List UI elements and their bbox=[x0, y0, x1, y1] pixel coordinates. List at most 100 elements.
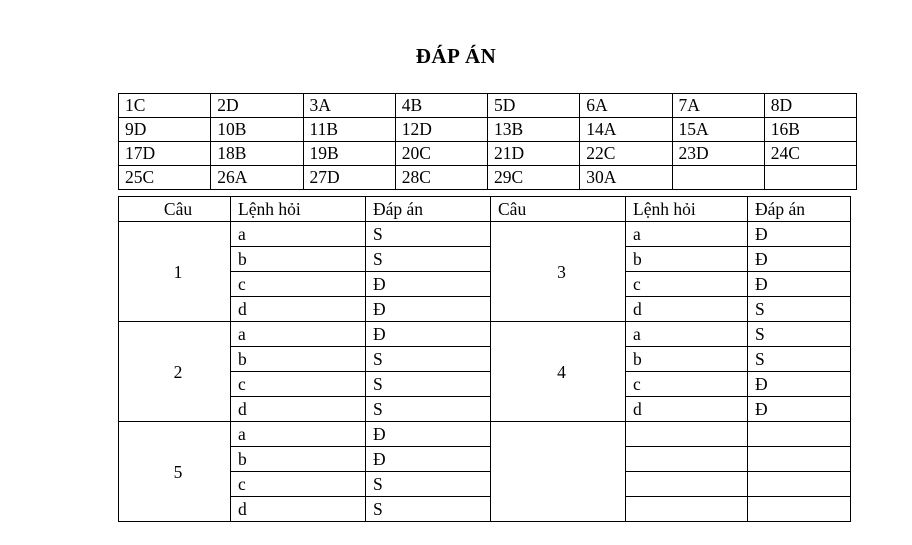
lenh-hoi-empty-cell bbox=[625, 471, 748, 497]
mcq-answer-cell: 10B bbox=[210, 117, 304, 142]
header-dap-an: Đáp án bbox=[365, 196, 491, 222]
mcq-answer-cell: 17D bbox=[117, 141, 212, 166]
dap-an-cell: Đ bbox=[365, 271, 491, 297]
mcq-empty-cell bbox=[671, 165, 765, 190]
dap-an-cell: Đ bbox=[747, 246, 851, 272]
lenh-hoi-cell: c bbox=[625, 371, 748, 397]
mcq-answer-cell: 21D bbox=[486, 141, 581, 166]
dap-an-cell: Đ bbox=[747, 271, 851, 297]
mcq-answer-cell: 8D bbox=[763, 93, 858, 118]
mcq-empty-cell bbox=[763, 165, 858, 190]
table-header-row: Câu Lệnh hỏi Đáp án bbox=[118, 196, 491, 222]
lenh-hoi-cell: b bbox=[230, 246, 366, 272]
dap-an-cell: Đ bbox=[747, 396, 851, 422]
cau-number-cell: 5 bbox=[118, 421, 231, 522]
cau-number-cell: 3 bbox=[490, 221, 626, 322]
header-cau: Câu bbox=[118, 196, 231, 222]
lenh-hoi-cell: c bbox=[625, 271, 748, 297]
mcq-answer-cell: 5D bbox=[486, 93, 581, 118]
lenh-hoi-cell: a bbox=[230, 421, 366, 447]
mcq-answer-cell: 2D bbox=[210, 93, 304, 118]
lenh-hoi-empty-cell bbox=[625, 496, 748, 522]
table-row: 1C 2D 3A 4B 5D 6A 7A 8D bbox=[117, 93, 858, 118]
table-row bbox=[491, 496, 851, 522]
cau-number-cell: 2 bbox=[118, 321, 231, 422]
mcq-answer-cell: 1C bbox=[117, 93, 212, 118]
dap-an-cell: Đ bbox=[365, 421, 491, 447]
mcq-answer-cell: 15A bbox=[671, 117, 765, 142]
lenh-hoi-cell: c bbox=[230, 271, 366, 297]
mcq-answer-cell: 9D bbox=[117, 117, 212, 142]
dap-an-cell: S bbox=[365, 496, 491, 522]
header-lenh-hoi: Lệnh hỏi bbox=[625, 196, 748, 222]
mcq-answer-cell: 19B bbox=[302, 141, 396, 166]
mcq-answer-cell: 18B bbox=[210, 141, 304, 166]
tf-right-head: Câu Lệnh hỏi Đáp án bbox=[490, 196, 851, 222]
mcq-answer-grid: 1C 2D 3A 4B 5D 6A 7A 8D 9D 10B 11B 12D 13B 14A 15A 16B 1… bbox=[117, 93, 858, 190]
mcq-answer-cell: 29C bbox=[486, 165, 581, 190]
table-header-row: Câu Lệnh hỏi Đáp án bbox=[490, 196, 851, 222]
dap-an-cell: S bbox=[365, 221, 491, 247]
mcq-answer-cell: 26A bbox=[210, 165, 304, 190]
dap-an-cell: S bbox=[365, 371, 491, 397]
mcq-answer-cell: 12D bbox=[394, 117, 489, 142]
lenh-hoi-cell: a bbox=[230, 221, 366, 247]
header-cau: Câu bbox=[490, 196, 626, 222]
cau-number-cell: 4 bbox=[490, 321, 626, 422]
page-title: ĐÁP ÁN bbox=[415, 44, 497, 68]
lenh-hoi-cell: a bbox=[625, 221, 748, 247]
mcq-answer-cell: 3A bbox=[302, 93, 396, 118]
lenh-hoi-cell: b bbox=[625, 346, 748, 372]
mcq-answer-cell: 27D bbox=[302, 165, 396, 190]
dap-an-cell: Đ bbox=[365, 446, 491, 472]
lenh-hoi-cell: b bbox=[230, 446, 366, 472]
mcq-answer-cell: 24C bbox=[763, 141, 858, 166]
mcq-answer-cell: 4B bbox=[394, 93, 489, 118]
cau-number-cell: 1 bbox=[118, 221, 231, 322]
dap-an-cell: S bbox=[747, 296, 851, 322]
mcq-answer-cell: 28C bbox=[394, 165, 489, 190]
lenh-hoi-cell: a bbox=[230, 321, 366, 347]
dap-an-cell: Đ bbox=[365, 321, 491, 347]
dap-an-cell: S bbox=[365, 396, 491, 422]
dap-an-cell: S bbox=[365, 346, 491, 372]
lenh-hoi-cell: d bbox=[625, 296, 748, 322]
dap-an-cell: S bbox=[365, 246, 491, 272]
table-row: 25C 26A 27D 28C 29C 30A bbox=[117, 165, 858, 190]
mcq-answer-cell: 16B bbox=[763, 117, 858, 142]
lenh-hoi-empty-cell bbox=[625, 421, 748, 447]
mcq-answer-cell: 7A bbox=[671, 93, 765, 118]
mcq-answer-cell: 22C bbox=[579, 141, 673, 166]
dap-an-cell: S bbox=[747, 321, 851, 347]
table-row: 17D 18B 19B 20C 21D 22C 23D 24C bbox=[117, 141, 858, 166]
lenh-hoi-cell: d bbox=[625, 396, 748, 422]
lenh-hoi-cell: c bbox=[230, 471, 366, 497]
header-dap-an: Đáp án bbox=[747, 196, 851, 222]
dap-an-empty-cell bbox=[747, 496, 851, 522]
table-row bbox=[490, 421, 851, 522]
lenh-hoi-cell: b bbox=[230, 346, 366, 372]
dap-an-empty-cell bbox=[747, 446, 851, 472]
lenh-hoi-cell: d bbox=[230, 396, 366, 422]
lenh-hoi-empty-cell bbox=[625, 446, 748, 472]
dap-an-empty-cell bbox=[747, 471, 851, 497]
lenh-hoi-cell: d bbox=[230, 296, 366, 322]
lenh-hoi-cell: d bbox=[230, 496, 366, 522]
mcq-answer-cell: 6A bbox=[579, 93, 673, 118]
mcq-grid-body: 1C 2D 3A 4B 5D 6A 7A 8D 9D 10B 11B 12D 13B 14A 15A 16B 1… bbox=[117, 93, 858, 190]
table-row: 9D 10B 11B 12D 13B 14A 15A 16B bbox=[117, 117, 858, 142]
